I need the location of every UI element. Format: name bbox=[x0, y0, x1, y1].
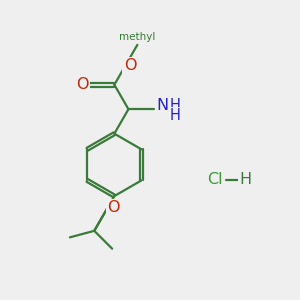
Text: H: H bbox=[239, 172, 251, 187]
Text: O: O bbox=[76, 77, 89, 92]
Text: Cl: Cl bbox=[208, 172, 223, 187]
Text: H: H bbox=[170, 98, 181, 113]
Text: O: O bbox=[107, 200, 120, 215]
Text: N: N bbox=[156, 98, 168, 113]
Text: methyl: methyl bbox=[119, 32, 156, 41]
Text: O: O bbox=[124, 58, 136, 73]
Text: H: H bbox=[170, 108, 181, 123]
